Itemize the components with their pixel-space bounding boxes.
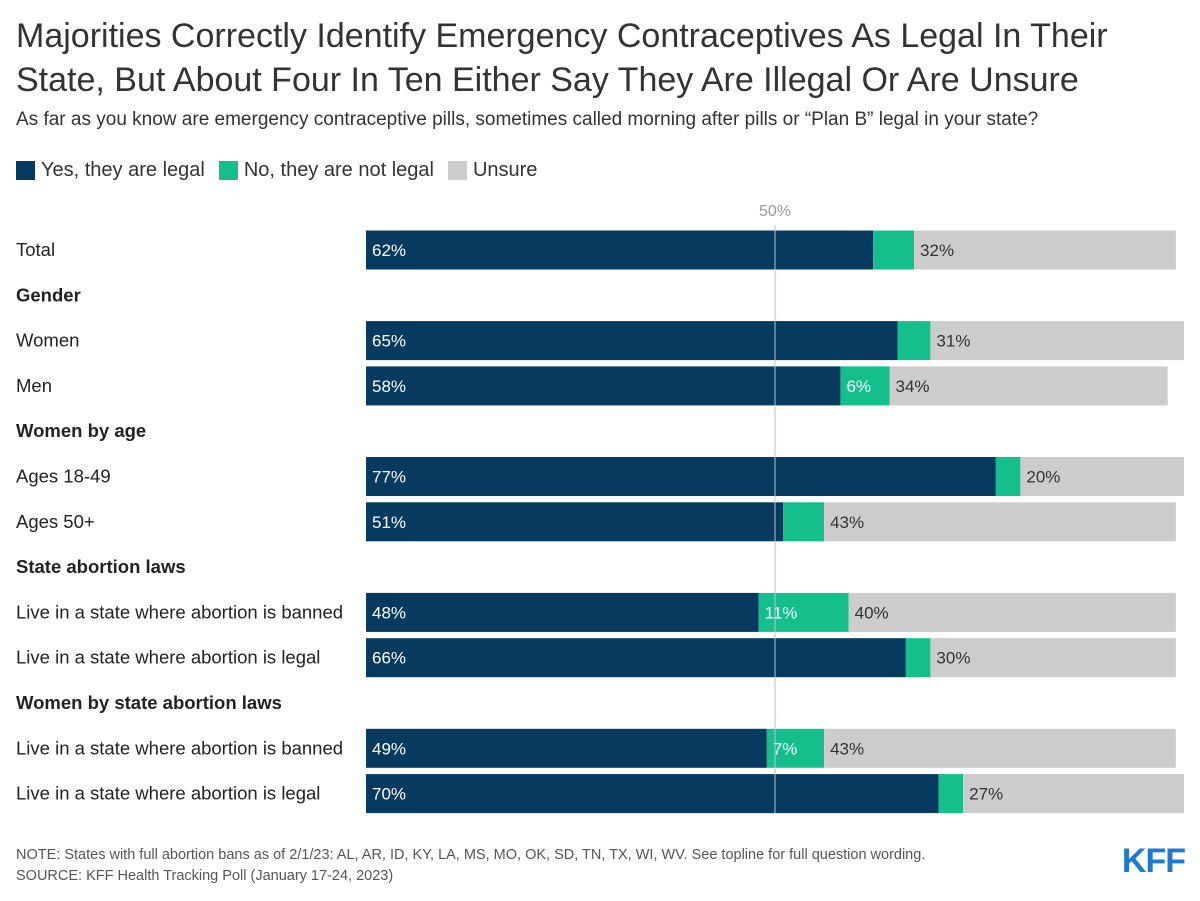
bar-unsure [824, 728, 1176, 768]
bar-yes [366, 366, 841, 406]
chart-title: Majorities Correctly Identify Emergency … [16, 17, 1108, 99]
data-label-no: 11% [765, 603, 798, 622]
data-label-unsure: 20% [1026, 468, 1060, 487]
legend: Yes, they are legal No, they are not leg… [16, 157, 551, 183]
legend-swatch-no [218, 160, 238, 180]
data-label-yes: 51% [372, 513, 406, 532]
data-label-yes: 49% [372, 739, 406, 758]
bar-unsure [1020, 457, 1184, 496]
data-label-unsure: 30% [936, 649, 970, 668]
legend-label-yes: Yes, they are legal [41, 158, 205, 181]
data-label-yes: 48% [372, 603, 406, 622]
bar-yes [366, 592, 759, 632]
group-header: State abortion laws [16, 556, 186, 577]
row-label: Men [16, 375, 52, 396]
bar-yes [366, 774, 939, 814]
legend-label-no: No, they are not legal [243, 158, 434, 181]
data-label-unsure: 43% [830, 739, 864, 758]
row-label: Women [16, 330, 79, 351]
row-label: Ages 50+ [16, 511, 95, 532]
kff-logo: KFF [1121, 842, 1186, 880]
bar-yes [366, 638, 906, 678]
bar-no [783, 502, 825, 542]
group-header: Women by age [16, 420, 146, 441]
data-label-unsure: 27% [969, 785, 1003, 804]
row-label: Live in a state where abortion is banned [16, 601, 343, 622]
data-label-no: 6% [846, 377, 871, 396]
bar-no [938, 774, 964, 814]
group-header: Gender [16, 284, 81, 305]
bar-no [766, 728, 825, 768]
data-label-yes: 70% [372, 785, 406, 804]
data-label-unsure: 43% [830, 513, 864, 532]
bar-yes [366, 230, 874, 270]
bar-unsure [824, 502, 1176, 542]
footnotes: NOTE: States with full abortion bans as … [16, 845, 1096, 887]
data-label-yes: 62% [372, 241, 406, 260]
row-label: Live in a state where abortion is legal [16, 783, 320, 804]
bar-unsure [930, 638, 1176, 678]
row-label: Total [16, 239, 55, 260]
data-label-unsure: 31% [936, 332, 970, 351]
reference-line-label: 50% [758, 203, 792, 220]
stacked-bar-chart: Total 62% 32% Gender Women 65% 31% Men 58% 6% 34% W… [16, 225, 1184, 814]
chart-subtitle: As far as you know are emergency contrac… [16, 109, 1039, 130]
bar-no [840, 366, 890, 406]
legend-item-unsure: Unsure [447, 158, 538, 182]
legend-swatch-yes [16, 160, 35, 180]
data-label-yes: 77% [372, 468, 406, 487]
bar-yes [366, 502, 784, 542]
data-label-unsure: 32% [920, 241, 954, 260]
legend-item-yes: Yes, they are legal [16, 159, 205, 182]
bar-unsure [930, 321, 1184, 361]
legend-label-unsure: Unsure [472, 158, 538, 181]
data-label-no: 7% [773, 739, 798, 758]
row-label: Live in a state where abortion is legal [16, 647, 320, 668]
group-header: Women by state abortion laws [16, 692, 282, 713]
bar-no [897, 321, 931, 361]
bar-unsure [914, 230, 1176, 270]
bar-no [905, 638, 931, 678]
data-label-unsure: 34% [896, 377, 930, 396]
bar-no [873, 230, 915, 270]
row-label: Live in a state where abortion is banned [16, 737, 343, 758]
bar-unsure [848, 592, 1176, 632]
bar-yes [366, 321, 898, 361]
bar-yes [366, 457, 996, 496]
bar-unsure [889, 366, 1168, 406]
bar-unsure [963, 774, 1184, 814]
bar-no [758, 592, 849, 632]
legend-item-no: No, they are not legal [218, 158, 434, 182]
legend-swatch-unsure [447, 160, 467, 180]
data-label-yes: 58% [372, 377, 406, 396]
bar-no [995, 457, 1021, 496]
data-label-yes: 66% [372, 649, 406, 668]
note-text: NOTE: States with full abortion bans as … [16, 847, 926, 863]
data-label-yes: 65% [372, 332, 406, 351]
row-label: Ages 18-49 [16, 466, 111, 487]
source-text: SOURCE: KFF Health Tracking Poll (Januar… [16, 868, 394, 884]
data-label-unsure: 40% [855, 603, 889, 622]
bar-yes [366, 728, 767, 768]
